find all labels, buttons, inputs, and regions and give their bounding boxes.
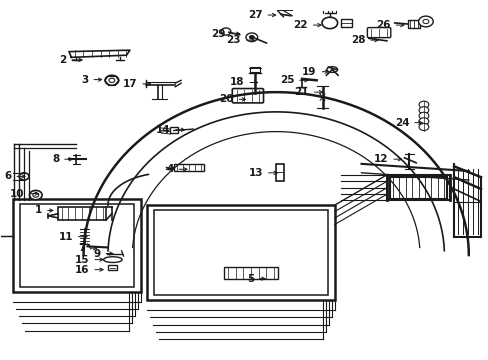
Bar xyxy=(389,177,447,199)
Circle shape xyxy=(418,112,428,120)
Text: 22: 22 xyxy=(293,20,321,30)
Circle shape xyxy=(418,118,428,125)
Text: 15: 15 xyxy=(75,255,103,265)
FancyBboxPatch shape xyxy=(366,28,390,38)
Text: 6: 6 xyxy=(4,171,25,181)
Bar xyxy=(250,67,260,72)
Ellipse shape xyxy=(103,257,122,262)
Text: 11: 11 xyxy=(58,232,87,242)
Circle shape xyxy=(422,19,428,24)
Text: 23: 23 xyxy=(226,35,254,45)
Bar xyxy=(108,265,117,270)
FancyBboxPatch shape xyxy=(232,89,263,103)
Text: 26: 26 xyxy=(375,20,403,30)
Circle shape xyxy=(105,75,119,85)
Text: 20: 20 xyxy=(219,94,245,104)
Text: 3: 3 xyxy=(81,75,102,85)
Bar xyxy=(276,163,283,181)
Bar xyxy=(340,19,351,27)
Text: 4: 4 xyxy=(166,164,186,174)
Text: 10: 10 xyxy=(10,189,38,199)
Bar xyxy=(173,163,203,171)
Ellipse shape xyxy=(326,67,337,72)
Circle shape xyxy=(19,173,29,180)
Text: 28: 28 xyxy=(350,35,377,45)
Text: 17: 17 xyxy=(122,79,150,89)
Bar xyxy=(13,199,141,292)
Bar xyxy=(154,210,327,295)
Bar xyxy=(147,205,334,300)
Text: 13: 13 xyxy=(248,168,277,178)
Bar xyxy=(386,175,449,201)
Text: 9: 9 xyxy=(93,248,113,258)
Circle shape xyxy=(418,107,428,114)
Circle shape xyxy=(418,16,432,27)
Circle shape xyxy=(322,17,337,29)
Text: 24: 24 xyxy=(394,118,421,128)
Circle shape xyxy=(418,101,428,108)
Bar xyxy=(224,267,277,279)
Circle shape xyxy=(33,193,39,197)
Circle shape xyxy=(418,123,428,131)
Text: 25: 25 xyxy=(279,75,307,85)
Text: 2: 2 xyxy=(59,55,82,65)
Text: 1: 1 xyxy=(35,206,53,216)
Circle shape xyxy=(221,28,230,35)
Circle shape xyxy=(245,33,257,41)
Text: 29: 29 xyxy=(211,29,239,39)
Circle shape xyxy=(29,190,42,200)
Circle shape xyxy=(249,36,254,39)
Text: 7: 7 xyxy=(79,243,97,253)
Text: 18: 18 xyxy=(229,77,257,87)
Text: 8: 8 xyxy=(52,154,72,164)
Bar xyxy=(58,207,106,220)
Bar xyxy=(20,204,134,287)
Circle shape xyxy=(109,78,115,82)
Text: 27: 27 xyxy=(247,10,275,20)
Text: 19: 19 xyxy=(302,67,328,77)
Text: 21: 21 xyxy=(294,87,322,97)
Bar xyxy=(407,20,419,28)
Bar xyxy=(170,127,178,133)
Text: 5: 5 xyxy=(246,274,264,284)
Text: 12: 12 xyxy=(373,154,401,164)
Text: 16: 16 xyxy=(75,265,103,275)
Text: 14: 14 xyxy=(156,125,184,135)
